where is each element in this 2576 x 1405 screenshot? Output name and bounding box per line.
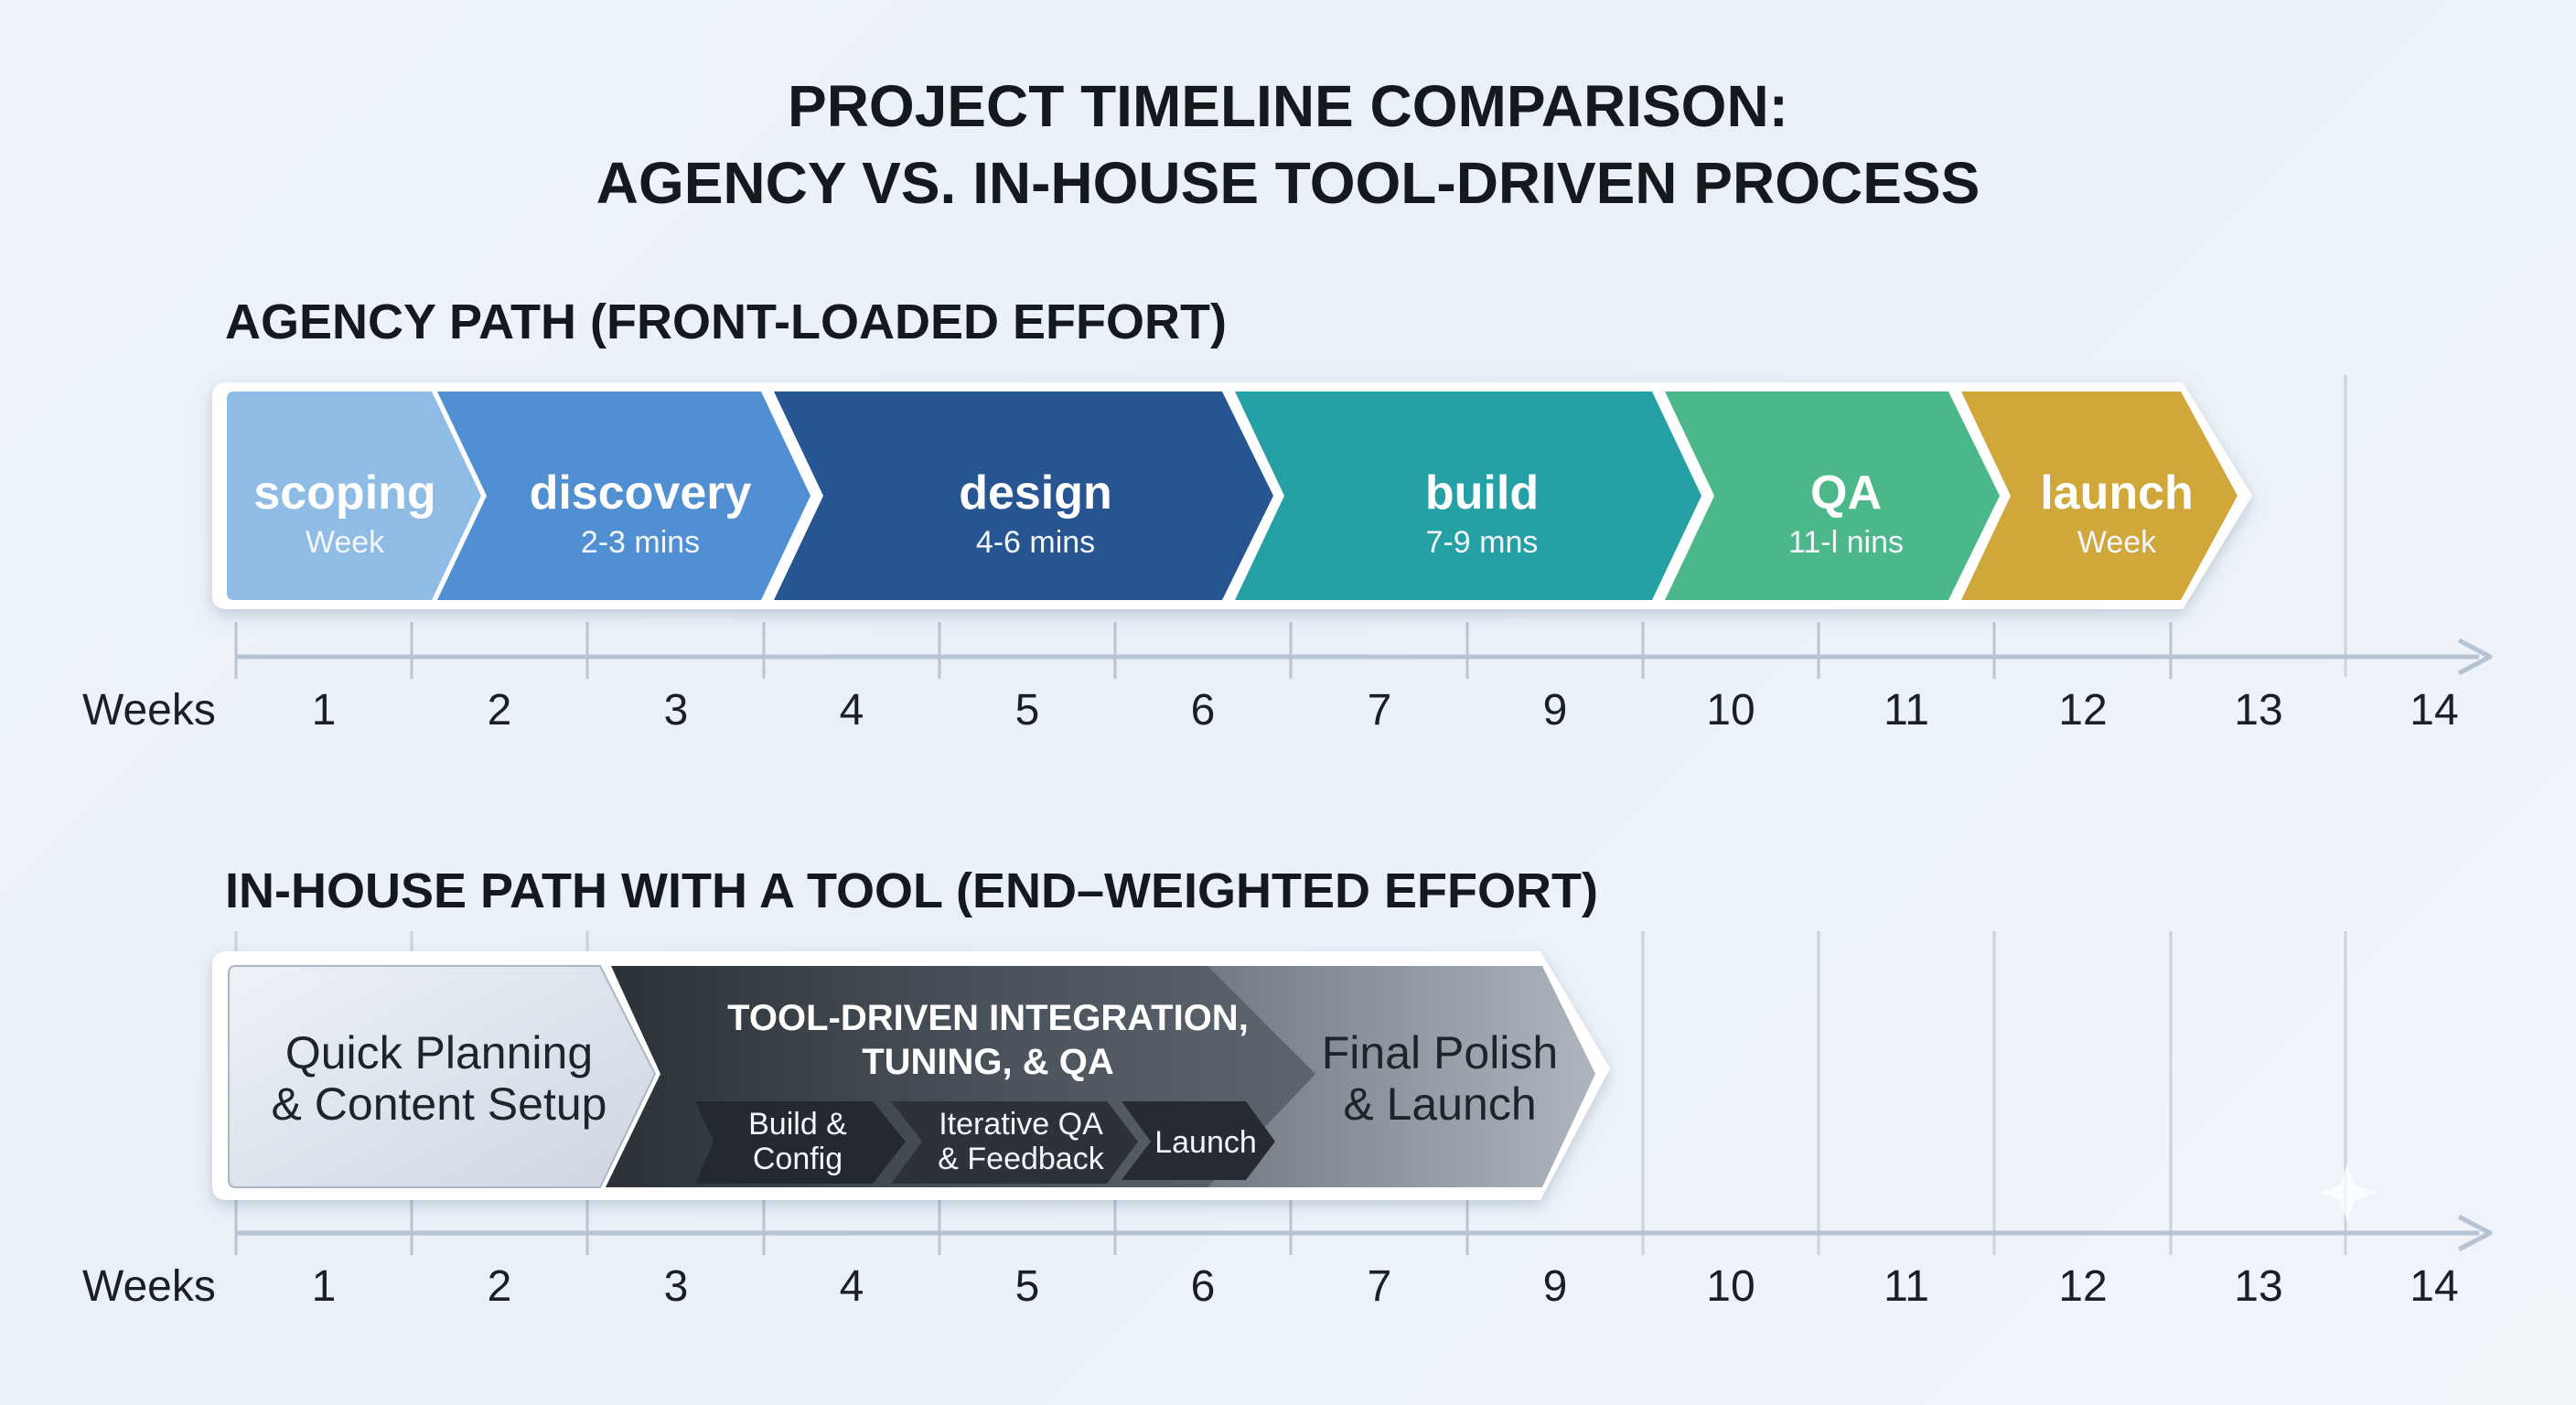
tool-step-iterative-qa: Iterative QA & Feedback — [891, 1101, 1138, 1184]
agency-phase-qa: QA 11-l nins — [1665, 391, 2000, 600]
tick-label: 7 — [1368, 686, 1392, 735]
inhouse-axis — [236, 1214, 2493, 1252]
sparkle-icon — [2318, 1164, 2377, 1222]
tick-label: 14 — [2410, 686, 2458, 735]
tick-label: 11 — [1884, 686, 1929, 735]
phase-duration: 4-6 mins — [976, 525, 1095, 560]
inhouse-axis-label: Weeks — [82, 1262, 216, 1311]
tool-line-1: TOOL-DRIVEN INTEGRATION, — [727, 998, 1249, 1038]
inhouse-top-ticks — [234, 931, 589, 953]
agency-phase-scoping: scoping Week — [227, 391, 481, 600]
agency-tick-marks — [234, 622, 2173, 679]
phase-duration: Week — [2077, 525, 2157, 560]
agency-phase-discovery: discovery 2-3 mins — [437, 391, 810, 600]
tool-step-build-config: Build & Config — [695, 1101, 906, 1184]
tick-label: 10 — [1706, 1262, 1755, 1311]
tick-label: 4 — [840, 1262, 864, 1311]
agency-phase-build: build 7-9 mns — [1235, 391, 1701, 600]
final-line-1: Final Polish — [1322, 1027, 1558, 1078]
planning-line-1: Quick Planning — [285, 1027, 593, 1078]
title-line-1: PROJECT TIMELINE COMPARISON: — [788, 73, 1788, 139]
phase-duration: 7-9 mns — [1426, 525, 1539, 560]
planning-line-2: & Content Setup — [272, 1078, 607, 1130]
agency-heading: AGENCY PATH (FRONT-LOADED EFFORT) — [225, 295, 1227, 349]
tick-label: 12 — [2058, 686, 2107, 735]
tick-label: 1 — [312, 686, 337, 735]
tick-label: 9 — [1543, 686, 1568, 735]
phase-duration: 11-l nins — [1788, 525, 1904, 560]
inhouse-grid — [1641, 931, 2347, 1255]
tick-label: 2 — [488, 686, 512, 735]
tick-label: 2 — [488, 1262, 512, 1311]
agency-axis — [236, 638, 2493, 676]
phase-duration: Week — [306, 525, 385, 560]
agency-tick-labels: 1 2 3 4 5 6 7 9 10 11 12 13 14 — [312, 686, 2459, 735]
tick-label: 7 — [1368, 1262, 1392, 1311]
phase-label: design — [959, 467, 1112, 520]
title-line-2: AGENCY VS. IN-HOUSE TOOL-DRIVEN PROCESS — [596, 150, 1980, 216]
inhouse-heading: IN-HOUSE PATH WITH A TOOL (END–WEIGHTED … — [225, 863, 1598, 918]
phase-label: scoping — [253, 467, 435, 520]
agency-phase-design: design 4-6 mins — [774, 391, 1273, 600]
phase-label: build — [1425, 467, 1539, 520]
tick-label: 12 — [2058, 1262, 2107, 1311]
step-line-1: Iterative QA — [939, 1107, 1103, 1142]
tick-label: 11 — [1884, 1262, 1929, 1311]
inhouse-tick-marks — [234, 1198, 1469, 1255]
tick-label: 6 — [1191, 686, 1216, 735]
final-line-2: & Launch — [1343, 1078, 1536, 1130]
tick-label: 3 — [664, 1262, 689, 1311]
tick-label: 1 — [312, 1262, 337, 1311]
tick-label: 9 — [1543, 1262, 1568, 1311]
tick-label: 6 — [1191, 1262, 1216, 1311]
inhouse-phase-tool: TOOL-DRIVEN INTEGRATION, TUNING, & QA Bu… — [606, 966, 1315, 1187]
tick-label: 5 — [1015, 1262, 1040, 1311]
step-line-1: Launch — [1154, 1125, 1257, 1160]
step-line-2: & Feedback — [938, 1142, 1104, 1176]
inhouse-tick-labels: 1 2 3 4 5 6 7 9 10 11 12 13 14 — [312, 1262, 2459, 1311]
agency-axis-label: Weeks — [82, 686, 216, 735]
tick-label: 3 — [664, 686, 689, 735]
step-line-2: Config — [753, 1142, 843, 1176]
inhouse-phase-final: Final Polish & Launch — [1189, 966, 1595, 1187]
tick-label: 13 — [2234, 1262, 2282, 1311]
tool-line-2: TUNING, & QA — [862, 1042, 1114, 1082]
tick-label: 13 — [2234, 686, 2282, 735]
agency-phase-launch: launch Week — [1961, 391, 2238, 600]
phase-label: QA — [1810, 467, 1882, 520]
tick-label: 10 — [1706, 686, 1755, 735]
phase-label: launch — [2040, 467, 2194, 520]
tool-step-launch: Launch — [1122, 1101, 1275, 1180]
inhouse-phase-planning: Quick Planning & Content Setup — [228, 965, 657, 1188]
step-line-1: Build & — [748, 1107, 847, 1142]
phase-duration: 2-3 mins — [581, 525, 700, 560]
tick-label: 14 — [2410, 1262, 2458, 1311]
tick-label: 5 — [1015, 686, 1040, 735]
phase-label: discovery — [530, 467, 752, 520]
tick-label: 4 — [840, 686, 864, 735]
